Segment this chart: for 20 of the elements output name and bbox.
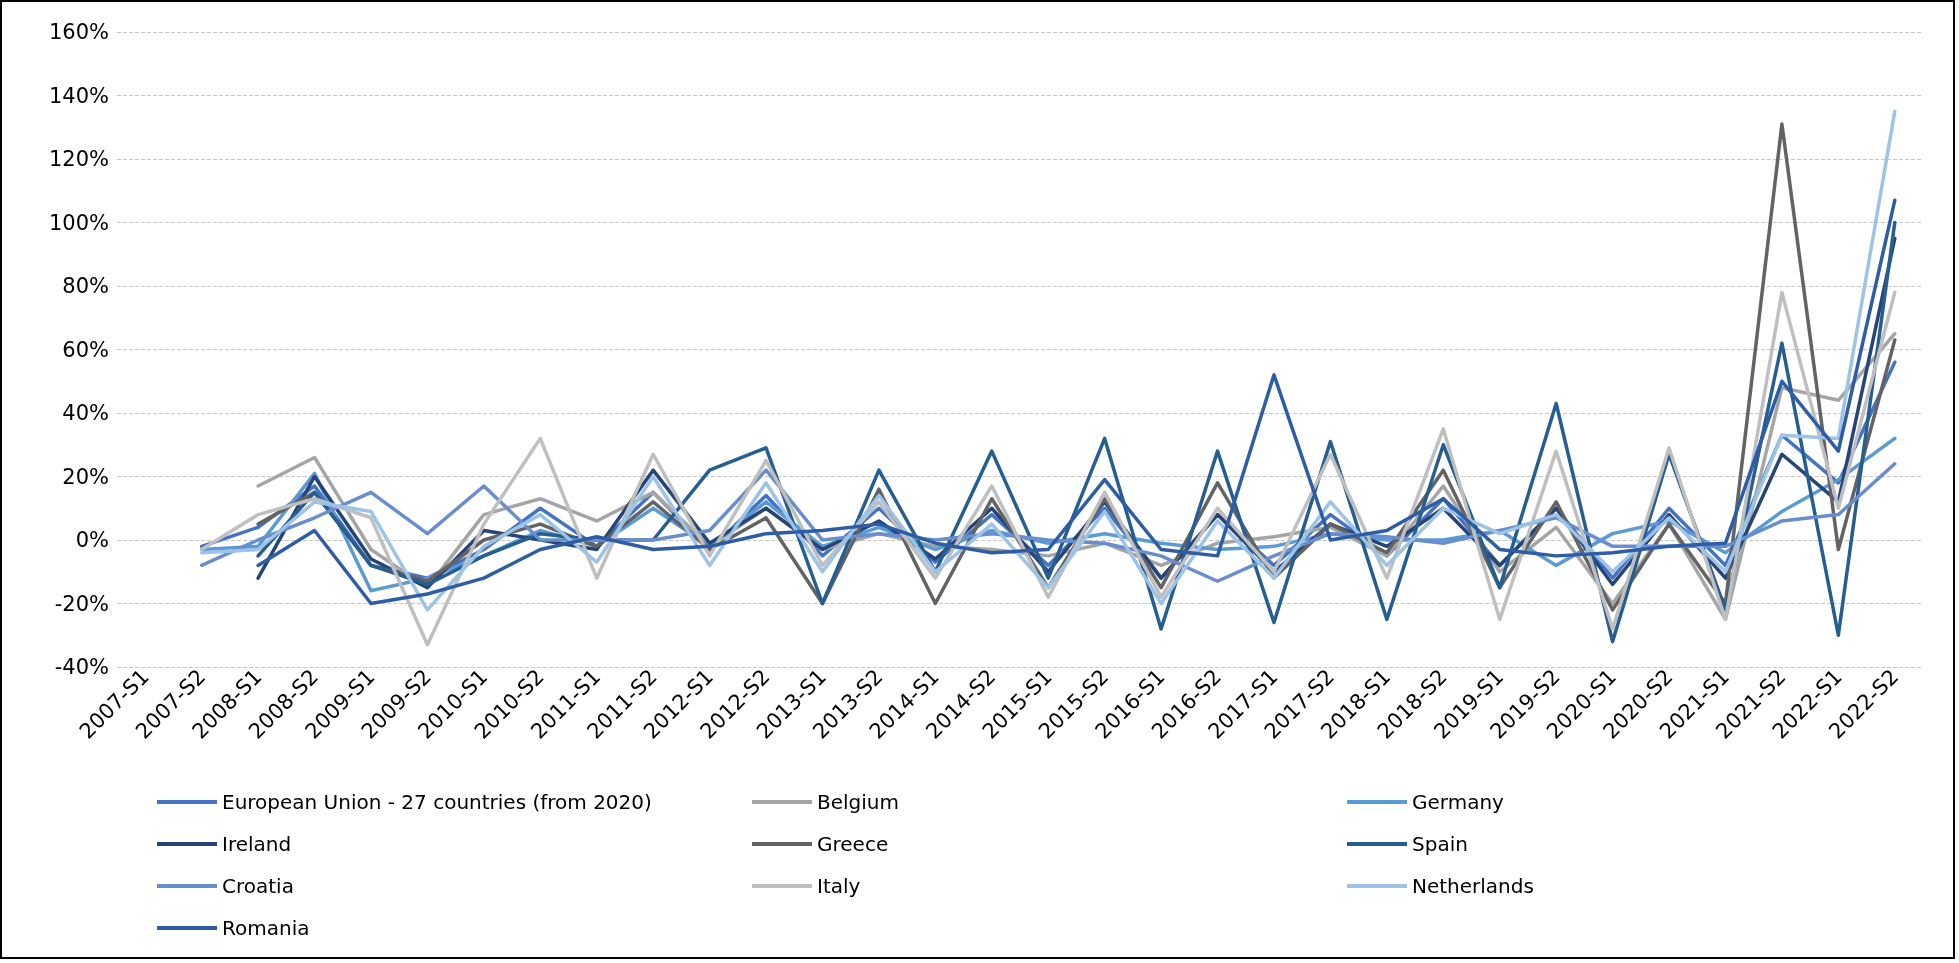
y-tick-label: 40% xyxy=(62,401,109,425)
y-tick-label: 120% xyxy=(48,147,109,171)
legend-label: Netherlands xyxy=(1412,874,1534,898)
y-tick-label: 140% xyxy=(48,83,109,108)
y-tick-label: 160% xyxy=(48,20,109,44)
legend-label: European Union - 27 countries (from 2020) xyxy=(222,790,652,814)
legend-label: Germany xyxy=(1412,790,1505,814)
y-tick-label: -20% xyxy=(54,591,109,616)
y-tick-label: 100% xyxy=(48,210,109,235)
y-tick-label: 20% xyxy=(62,464,109,489)
legend-label: Italy xyxy=(817,874,861,898)
y-tick-label: 80% xyxy=(62,274,109,298)
legend-label: Spain xyxy=(1412,832,1468,856)
legend-label: Romania xyxy=(222,916,310,940)
y-tick-label: 0% xyxy=(75,528,109,552)
y-tick-label: 60% xyxy=(62,337,109,362)
legend-label: Croatia xyxy=(222,874,294,898)
legend-label: Belgium xyxy=(817,790,899,814)
legend-label: Greece xyxy=(817,832,889,856)
legend-label: Ireland xyxy=(222,832,292,856)
